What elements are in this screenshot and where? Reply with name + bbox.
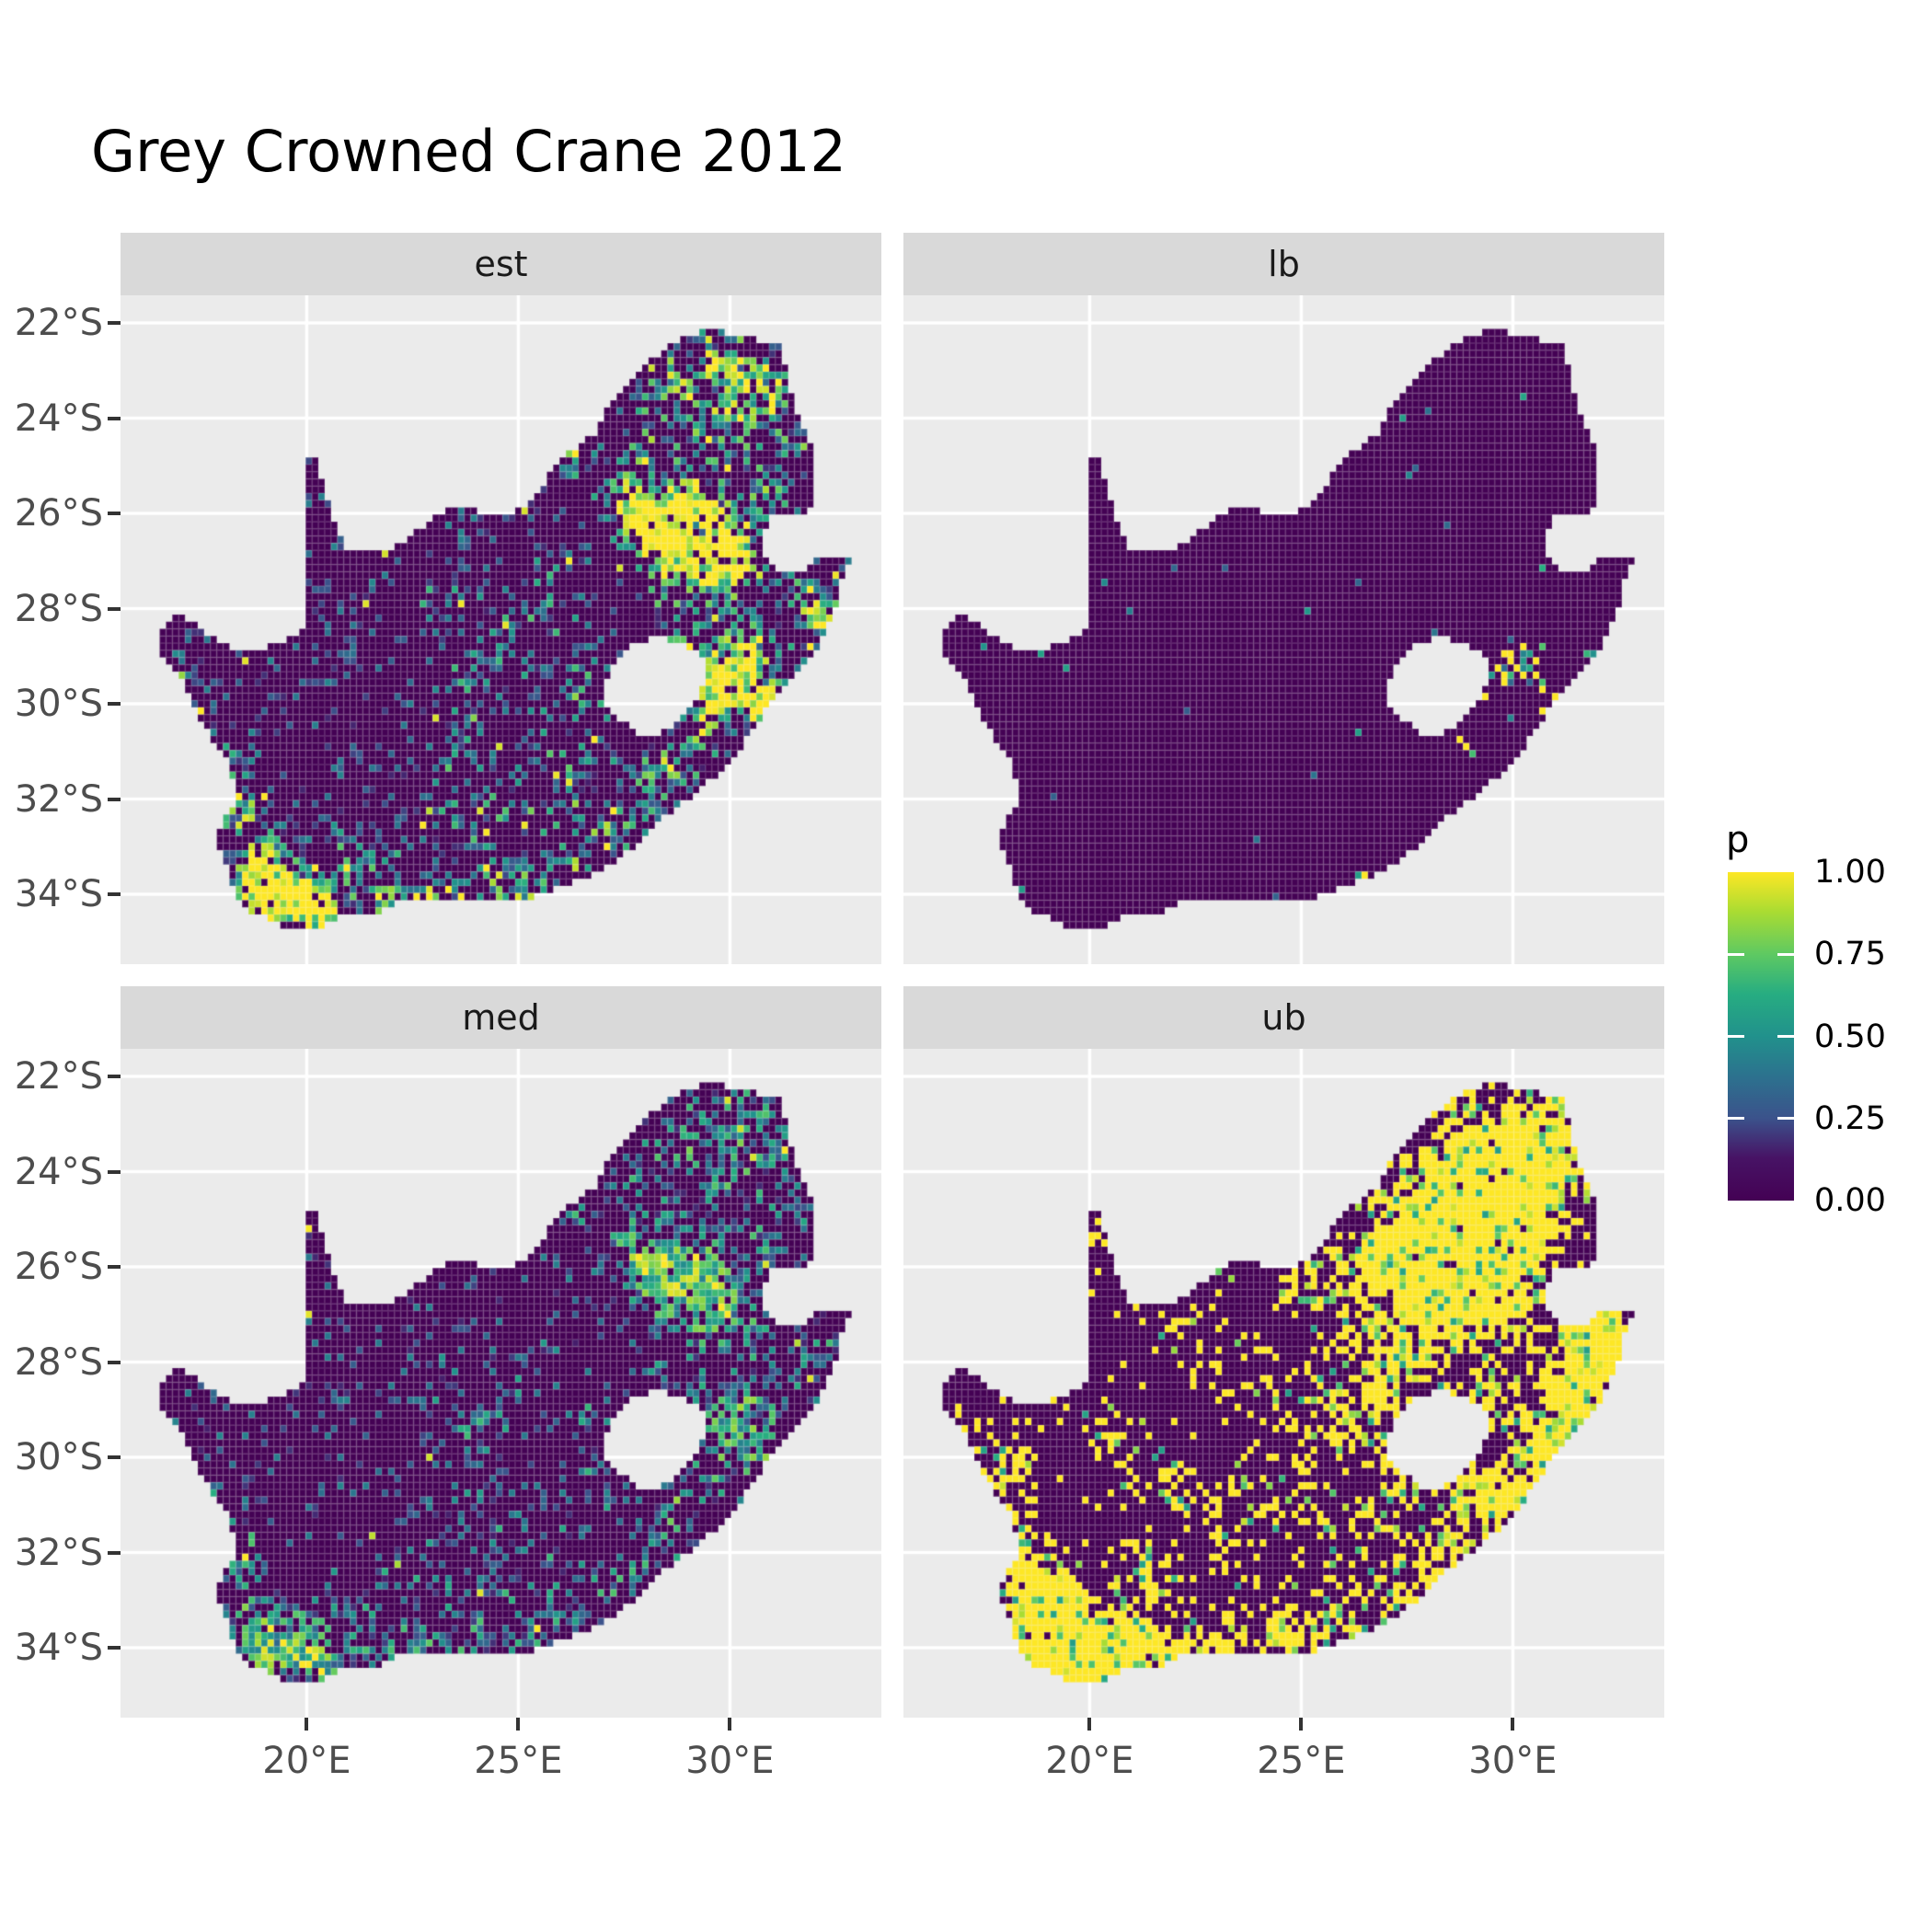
facet-strip-ub: ub (903, 986, 1664, 1049)
x-axis-tick-mark (1299, 1718, 1304, 1731)
y-axis-tick-label: 22°S (14, 302, 103, 344)
x-axis-tick-mark (728, 1718, 732, 1731)
y-axis-tick-label: 32°S (14, 777, 103, 821)
x-axis-tick-mark (516, 1718, 521, 1731)
y-axis-tick-label: 28°S (14, 1340, 103, 1384)
y-axis-tick-label: 26°S (14, 1246, 103, 1288)
y-axis-tick-mark (108, 702, 121, 706)
x-axis-tick-mark (305, 1718, 309, 1731)
facet-strip-lb: lb (903, 233, 1664, 295)
legend-title: p (1726, 819, 1750, 861)
y-axis-tick-label: 32°S (14, 1531, 103, 1574)
facet-strip-label: lb (1268, 244, 1300, 284)
map-panel-med (121, 1049, 881, 1718)
x-axis-tick-label: 20°E (262, 1740, 351, 1782)
y-axis-tick-mark (108, 892, 121, 896)
facet-strip-med: med (121, 986, 881, 1049)
y-axis-tick-label: 26°S (14, 492, 103, 535)
map-panel-est (121, 295, 881, 964)
facet-strip-label: est (474, 244, 528, 284)
y-axis-tick-mark (108, 1550, 121, 1555)
y-axis-tick-mark (108, 797, 121, 801)
legend-tick-label: 0.50 (1814, 1018, 1886, 1055)
x-axis-tick-label: 30°E (1468, 1740, 1558, 1782)
y-axis-tick-mark (108, 321, 121, 325)
y-axis-tick-label: 30°S (14, 1436, 103, 1478)
legend-tick-label: 1.00 (1814, 854, 1886, 891)
y-axis-tick-mark (108, 606, 121, 611)
y-axis-tick-mark (108, 1360, 121, 1364)
legend-tick-label: 0.75 (1814, 936, 1886, 973)
x-axis-tick-label: 20°E (1045, 1740, 1134, 1782)
legend-bar-tick (1777, 1035, 1794, 1038)
legend-tick-label: 0.00 (1814, 1182, 1886, 1219)
x-axis-tick-label: 25°E (474, 1740, 563, 1782)
legend-bar-tick (1728, 1035, 1744, 1038)
y-axis-tick-mark (108, 1075, 121, 1078)
y-axis-tick-label: 28°S (14, 587, 103, 630)
map-panel-lb (903, 295, 1664, 964)
legend-bar-tick (1777, 952, 1794, 956)
map-panel-ub (903, 1049, 1664, 1718)
legend-bar-tick (1777, 1117, 1794, 1121)
facet-strip-est: est (121, 233, 881, 295)
plot-title: Grey Crowned Crane 2012 (91, 118, 846, 185)
y-axis-tick-mark (108, 1646, 121, 1650)
y-axis-tick-label: 34°S (14, 1627, 103, 1669)
y-axis-tick-label: 24°S (14, 397, 103, 440)
x-axis-tick-mark (1087, 1718, 1092, 1731)
x-axis-tick-label: 30°E (685, 1740, 775, 1782)
y-axis-tick-label: 24°S (14, 1150, 103, 1193)
legend-bar-tick (1728, 952, 1744, 956)
y-axis-tick-mark (108, 416, 121, 420)
facet-strip-label: ub (1261, 997, 1306, 1038)
y-axis-tick-mark (108, 512, 121, 515)
facet-strip-label: med (462, 997, 540, 1038)
y-axis-tick-label: 34°S (14, 873, 103, 915)
x-axis-tick-label: 25°E (1257, 1740, 1346, 1782)
y-axis-tick-mark (108, 1265, 121, 1269)
legend-tick-label: 0.25 (1814, 1099, 1886, 1137)
y-axis-tick-mark (108, 1169, 121, 1174)
x-axis-tick-mark (1511, 1718, 1515, 1731)
y-axis-tick-label: 22°S (14, 1055, 103, 1098)
y-axis-tick-mark (108, 1455, 121, 1459)
legend-bar-tick (1728, 1117, 1744, 1121)
y-axis-tick-label: 30°S (14, 683, 103, 725)
